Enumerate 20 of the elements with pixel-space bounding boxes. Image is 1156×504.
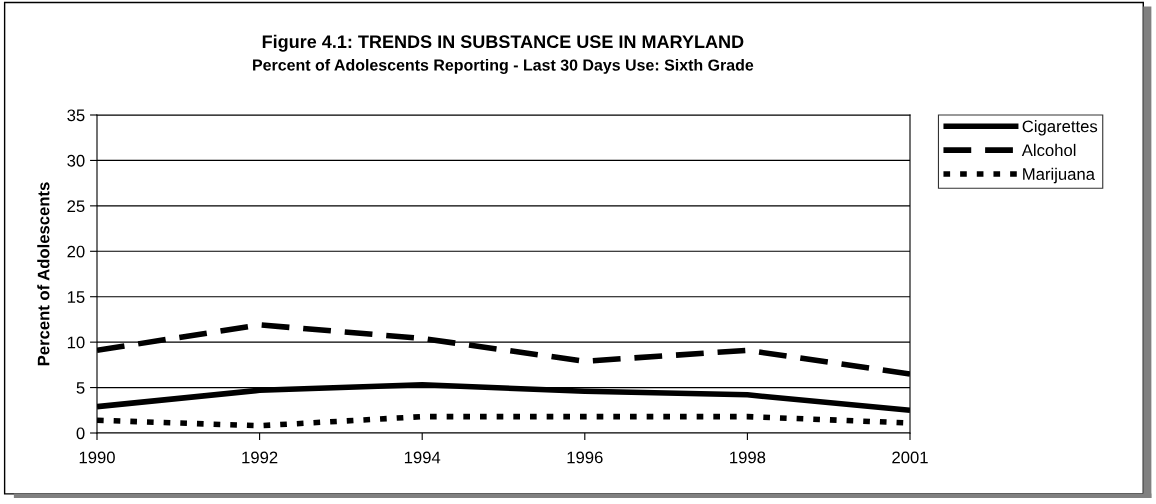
legend-label: Alcohol — [1021, 143, 1076, 157]
y-tick-label: 30 — [67, 154, 85, 167]
chart-title: Figure 4.1: TRENDS IN SUBSTANCE USE IN MARYLAND — [262, 34, 744, 52]
chart-subtitle: Percent of Adolescents Reporting - Last 30 Days Use: Sixth Grade — [253, 58, 754, 74]
x-tick-label: 1992 — [242, 451, 278, 464]
y-tick-label: 5 — [76, 382, 85, 394]
y-tick-label: 10 — [67, 336, 85, 349]
x-tick-label: 1994 — [404, 451, 441, 464]
y-tick-label: 35 — [67, 109, 85, 122]
legend-label: Cigarettes — [1022, 120, 1098, 136]
y-tick-label: 25 — [67, 200, 85, 213]
y-tick-label: 15 — [67, 291, 85, 303]
x-tick-label: 2001 — [892, 451, 928, 464]
y-axis-title: Percent of Adolescents — [37, 182, 50, 366]
x-tick-label: 1990 — [79, 451, 115, 464]
legend-label: Marijuana — [1023, 167, 1095, 184]
x-tick-label: 1998 — [730, 451, 766, 464]
y-tick-label: 0 — [76, 427, 85, 440]
x-tick-label: 1996 — [567, 451, 603, 464]
y-tick-label: 20 — [67, 245, 85, 258]
